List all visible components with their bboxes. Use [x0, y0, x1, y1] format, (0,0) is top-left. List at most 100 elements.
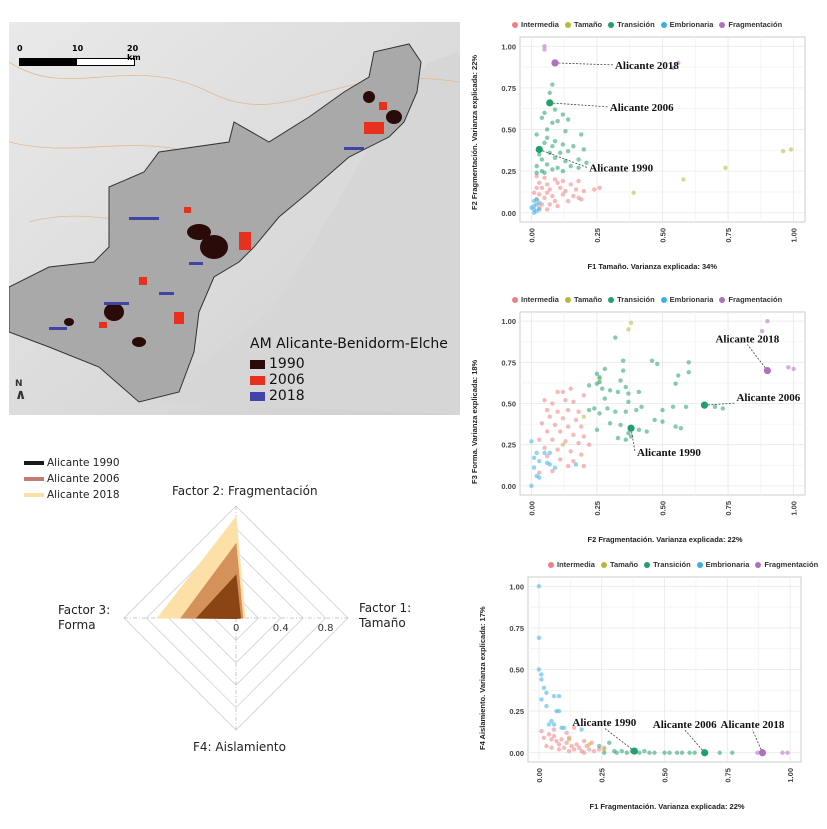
highlight-label: Alicante 1990: [572, 717, 636, 729]
highlight-point: [535, 145, 543, 154]
data-point-intermedia: [565, 424, 571, 429]
data-point-embrionaria: [549, 718, 554, 724]
data-point-intermedia: [550, 193, 555, 199]
scatter-legend: Intermedia Tamaño Transición Embrionaria Fra…: [512, 20, 782, 29]
data-point-transición: [652, 417, 657, 423]
data-point-embrionaria: [546, 722, 552, 727]
data-point-intermedia: [539, 185, 545, 190]
x-tick-label: 1.00: [790, 228, 799, 243]
data-point-intermedia: [563, 398, 568, 403]
radar-tick-label: 0.8: [318, 623, 334, 634]
legend-dot-icon: [755, 561, 762, 568]
y-tick-label: 0.25: [501, 167, 516, 176]
data-point-transición: [647, 750, 652, 755]
data-point-tamaño: [681, 177, 686, 182]
data-point-transición: [673, 424, 678, 429]
x-tick-label: 1.00: [790, 501, 799, 516]
data-point-intermedia: [544, 207, 550, 212]
data-point-intermedia: [561, 745, 567, 750]
data-point-transición: [626, 391, 631, 396]
data-point-transición: [563, 128, 568, 134]
data-point-embrionaria: [531, 455, 537, 461]
x-axis-label: F1 Fragmentación. Varianza explicada: 22…: [589, 802, 745, 811]
radar-axis-label-f1-line1: Factor 1:: [359, 601, 412, 615]
data-point-transición: [547, 150, 552, 156]
data-point-intermedia: [537, 470, 542, 475]
data-point-transición: [576, 157, 581, 162]
data-point-embrionaria: [539, 677, 544, 682]
data-point-intermedia: [592, 187, 597, 192]
data-point-transición: [550, 167, 555, 172]
north-label: N: [15, 379, 23, 389]
data-point-embrionaria: [536, 667, 542, 672]
highlight-label: Alicante 2006: [653, 719, 717, 731]
data-point-intermedia: [564, 730, 569, 735]
radar-legend-item: Alicante 1990: [24, 455, 120, 471]
data-point-transición: [614, 750, 619, 755]
data-point-embrionaria: [547, 450, 552, 456]
data-point-intermedia: [568, 182, 573, 187]
data-point-transición: [565, 148, 571, 154]
data-point-intermedia: [581, 188, 587, 194]
data-point-transición: [550, 82, 555, 87]
legend-dot-icon: [719, 296, 726, 303]
legend-dot-icon: [600, 561, 607, 568]
data-point-embrionaria: [541, 685, 547, 691]
data-point-transición: [552, 107, 558, 112]
data-point-transición: [544, 127, 550, 132]
data-point-transición: [683, 404, 689, 409]
data-point-transición: [660, 419, 665, 424]
data-point-transición: [565, 117, 571, 122]
x-axis-label: F1 Tamaño. Varianza explicada: 34%: [587, 262, 718, 271]
data-point-intermedia: [555, 389, 560, 395]
map-legend-title: AM Alicante-Benidorm-Elche: [250, 336, 448, 352]
highlight-leader-line: [630, 428, 636, 453]
x-tick-label: 0.50: [659, 501, 668, 516]
data-point-intermedia: [591, 748, 597, 754]
data-point-transición: [594, 371, 600, 377]
data-point-transición: [586, 383, 592, 388]
data-point-transición: [597, 379, 602, 385]
data-point-intermedia: [544, 407, 550, 413]
y-tick-label: 0.75: [501, 358, 516, 367]
data-point-transición: [607, 421, 613, 426]
data-point-embrionaria: [539, 672, 544, 677]
data-point-transición: [581, 147, 587, 152]
data-point-transición: [620, 368, 626, 373]
highlight-label: Alicante 2018: [615, 60, 679, 72]
data-point-intermedia: [568, 449, 573, 454]
scatter-legend-label: Tamaño: [609, 560, 639, 569]
y-tick-label: 0.75: [501, 84, 516, 93]
scatter-legend-label: Fragmentación: [764, 560, 819, 569]
data-point-intermedia: [544, 454, 550, 459]
data-point-transición: [636, 427, 642, 433]
sea: [159, 52, 460, 415]
scatter-legend-item: Fragmentación: [755, 560, 818, 569]
data-point-transición: [674, 750, 680, 755]
urban-patches-1990: [64, 91, 402, 347]
x-tick-label: 0.25: [593, 228, 602, 243]
x-tick-label: 0.75: [724, 228, 733, 243]
data-point-embrionaria: [547, 462, 552, 467]
scale-label-0: 0: [17, 44, 23, 53]
data-point-intermedia: [542, 398, 547, 403]
scatter-plot-2: Intermedia Tamaño Transición Embrionaria Fra…: [460, 284, 827, 554]
map-legend-label: 1990: [269, 356, 305, 372]
data-point-transición: [644, 429, 649, 434]
data-point-intermedia: [569, 743, 574, 749]
data-point-transición: [576, 165, 581, 170]
x-axis-label: F2 Fragmentación. Varianza explicada: 22…: [587, 535, 743, 544]
roads: [9, 61, 460, 303]
data-point-tamaño: [566, 737, 572, 742]
data-point-intermedia: [576, 178, 581, 184]
data-point-transición: [613, 335, 618, 340]
data-point-intermedia: [586, 442, 592, 447]
highlight-point: [758, 749, 767, 757]
data-point-intermedia: [534, 173, 539, 179]
data-point-intermedia: [547, 187, 552, 192]
radar-legend-item: Alicante 2018: [24, 487, 120, 503]
data-point-intermedia: [573, 417, 579, 423]
data-point-intermedia: [542, 445, 547, 451]
highlight-leader-line: [539, 149, 588, 168]
data-point-transición: [642, 748, 647, 754]
